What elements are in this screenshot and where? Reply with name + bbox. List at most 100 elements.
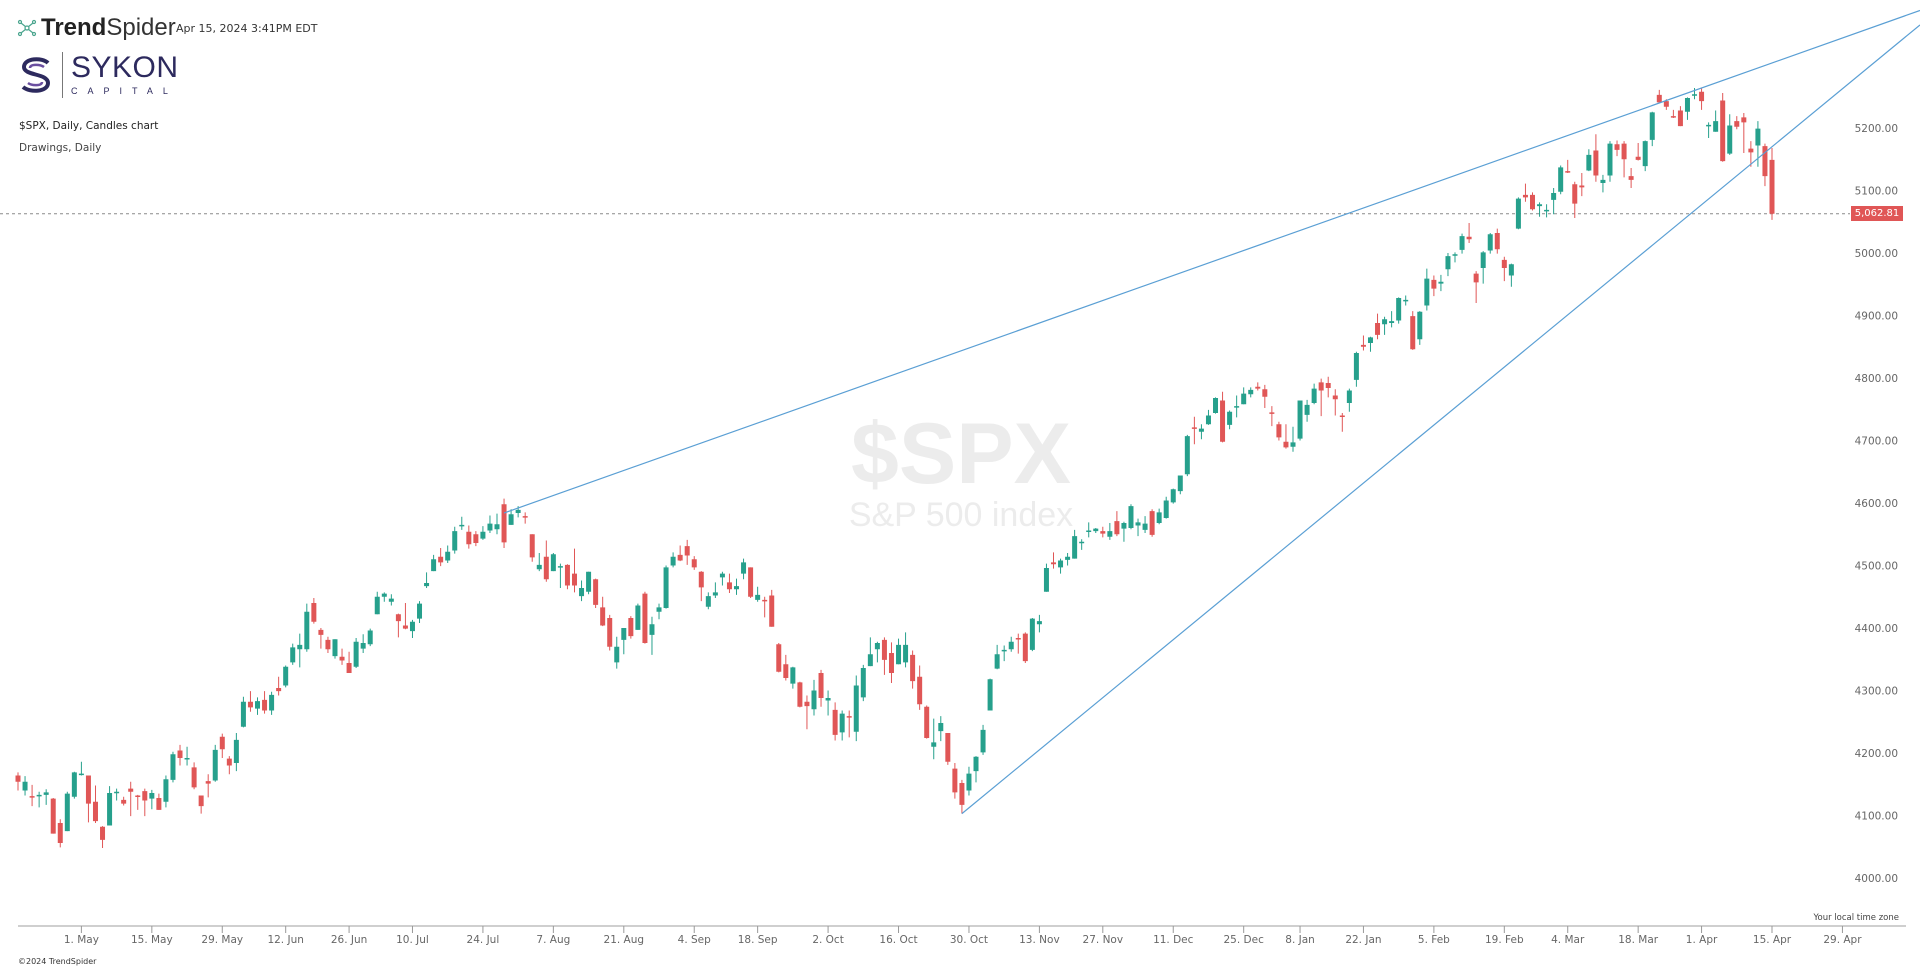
candle-body — [1431, 279, 1437, 289]
candle-body — [614, 646, 620, 663]
candle-body — [1565, 171, 1571, 173]
candle-body — [1473, 273, 1479, 283]
candle-body — [1008, 641, 1014, 650]
candle-body — [945, 733, 951, 762]
y-tick-label: 4800.00 — [1855, 373, 1898, 385]
x-tick-label: 10. Jul — [396, 934, 429, 946]
candle-body — [1325, 383, 1331, 388]
x-tick-label: 13. Nov — [1019, 934, 1060, 946]
candle-body — [473, 534, 479, 543]
x-tick-label: 29. May — [201, 934, 243, 946]
copyright: ©2024 TrendSpider — [18, 957, 97, 966]
candle-body — [1135, 522, 1141, 526]
candle-body — [388, 598, 394, 602]
candle-body — [839, 713, 845, 733]
candle-body — [15, 775, 21, 782]
candle-body — [994, 654, 1000, 669]
y-tick-label: 4500.00 — [1855, 561, 1898, 573]
candle-body — [1149, 511, 1155, 535]
x-tick-label: 26. Jun — [331, 934, 367, 946]
candle-body — [1086, 530, 1092, 532]
candle-body — [184, 758, 190, 760]
candle-body — [1262, 389, 1268, 397]
candle-body — [1065, 556, 1071, 560]
candle-body — [198, 795, 204, 807]
candle-body — [649, 624, 655, 635]
candle-body — [973, 756, 979, 772]
last-price-tag: 5,062.81 — [1851, 206, 1903, 222]
candle-body — [374, 596, 380, 615]
candle-body — [1741, 117, 1747, 123]
candle-body — [1332, 395, 1338, 400]
candle-body — [1762, 146, 1768, 177]
candle-body — [790, 667, 796, 684]
x-tick-label: 16. Oct — [879, 934, 917, 946]
candle-body — [494, 524, 500, 530]
candle-body — [452, 531, 458, 551]
candle-body — [1438, 281, 1444, 284]
timezone-label[interactable]: Your local time zone — [1813, 913, 1899, 923]
candle-body — [1283, 441, 1289, 448]
candle-body — [283, 666, 289, 686]
watermark-symbol: $SPX — [851, 406, 1071, 502]
candle-body — [1727, 125, 1733, 154]
candle-body — [1459, 236, 1465, 250]
candle-body — [1593, 150, 1599, 176]
candle-body — [304, 611, 310, 650]
candle-body — [698, 571, 704, 588]
candle-body — [571, 573, 577, 586]
candle-body — [522, 516, 528, 518]
sykon-s-icon — [21, 57, 51, 93]
x-tick-label: 24. Jul — [467, 934, 500, 946]
candle-body — [832, 709, 838, 735]
candle-body — [1607, 143, 1613, 176]
candle-body — [663, 567, 669, 608]
candle-body — [1114, 521, 1120, 535]
candle-body — [769, 595, 775, 627]
candle-body — [395, 614, 401, 622]
candle-body — [1269, 412, 1275, 414]
candle-body — [776, 644, 782, 672]
candle-body — [1304, 404, 1310, 415]
candle-body — [1360, 344, 1366, 347]
candle-body — [417, 603, 423, 619]
candle-body — [177, 750, 183, 758]
x-tick-label: 30. Oct — [950, 934, 988, 946]
candle-body — [156, 798, 162, 810]
candle-body — [593, 579, 599, 605]
candle-body — [1234, 406, 1240, 408]
candle-body — [924, 706, 930, 738]
candle-body — [262, 699, 268, 711]
candle-body — [1072, 536, 1078, 559]
candle-body — [1663, 101, 1669, 107]
candle-body — [818, 673, 824, 698]
candle-body — [409, 621, 415, 632]
candle-body — [107, 793, 113, 826]
candle-body — [755, 594, 761, 600]
candle-body — [1551, 193, 1557, 200]
candle-body — [966, 773, 972, 791]
watermark-name: S&P 500 index — [848, 496, 1074, 534]
x-tick-label: 11. Dec — [1153, 934, 1194, 946]
candle-body — [57, 823, 63, 843]
candle-body — [1191, 427, 1197, 429]
candle-body — [557, 566, 563, 568]
candle-body — [205, 781, 211, 784]
candle-body — [600, 607, 606, 626]
candle-body — [1748, 148, 1754, 153]
candle-body — [1692, 94, 1698, 96]
candle-body — [29, 796, 35, 798]
candle-body — [1713, 121, 1719, 132]
candle-body — [980, 729, 986, 753]
candle-body — [255, 701, 261, 709]
candle-body — [459, 524, 465, 527]
candle-body — [987, 679, 993, 711]
logo-sub: CAPITAL — [71, 86, 178, 96]
y-tick-label: 5000.00 — [1855, 248, 1898, 260]
candle-body — [1142, 523, 1148, 530]
candle-body — [1466, 236, 1472, 240]
candle-body — [1494, 233, 1500, 250]
x-tick-label: 15. May — [131, 934, 173, 946]
candle-body — [1050, 562, 1056, 565]
